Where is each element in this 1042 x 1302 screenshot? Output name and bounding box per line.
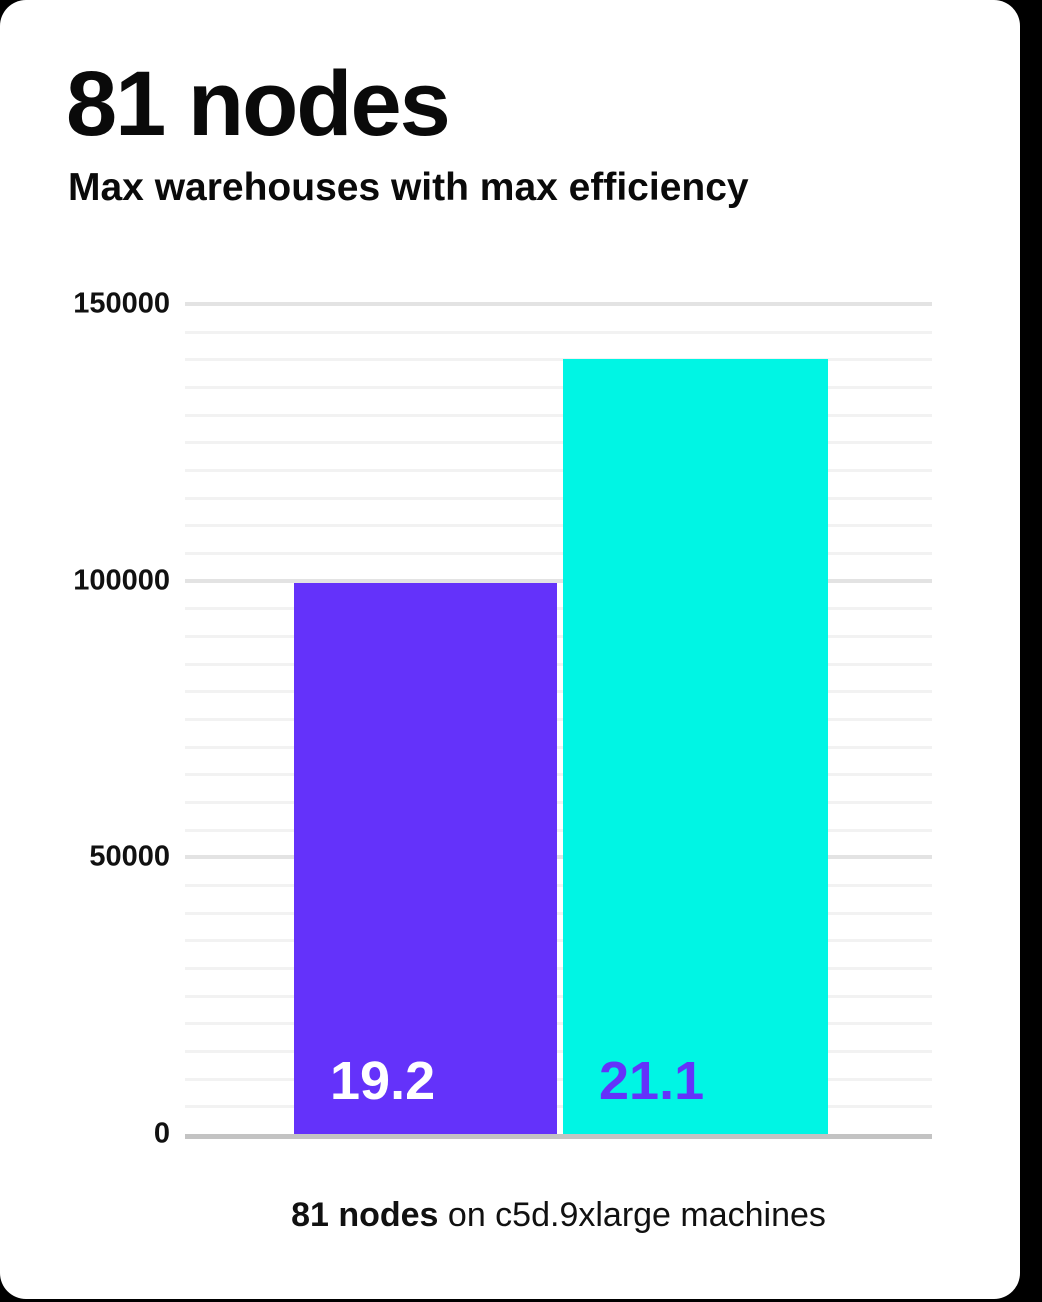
minor-gridline <box>185 911 932 915</box>
minor-gridline <box>185 607 932 611</box>
minor-gridline <box>185 441 932 445</box>
bar-21.1: 21.1 <box>563 359 828 1134</box>
minor-gridline <box>185 801 932 804</box>
minor-gridline <box>185 662 932 666</box>
chart-card: 81 nodes Max warehouses with max efficie… <box>0 0 1020 1299</box>
bar-value-label: 19.2 <box>330 1051 436 1111</box>
major-gridline <box>185 855 932 860</box>
chart-title: 81 nodes <box>66 53 451 155</box>
minor-gridline <box>185 469 932 472</box>
y-tick-label: 50000 <box>89 840 170 873</box>
minor-gridline <box>185 1022 932 1026</box>
minor-gridline <box>185 690 932 694</box>
minor-gridline <box>185 828 932 832</box>
minor-gridline <box>185 1105 932 1109</box>
minor-gridline <box>185 994 932 998</box>
plot-area: 19.2 21.1 <box>185 302 932 1139</box>
minor-gridline <box>185 773 932 777</box>
minor-gridline <box>185 552 932 555</box>
minor-gridline <box>185 330 932 334</box>
bar-19.2: 19.2 <box>294 583 557 1134</box>
minor-gridline <box>185 413 932 417</box>
bar-value-label: 21.1 <box>599 1051 705 1111</box>
caption-highlight: 81 nodes <box>291 1196 439 1234</box>
minor-gridline <box>185 524 932 528</box>
minor-gridline <box>185 884 932 887</box>
minor-gridline <box>185 745 932 749</box>
major-gridline <box>185 578 932 583</box>
y-axis: 150000 100000 50000 0 <box>0 288 170 1150</box>
minor-gridline <box>185 1077 932 1081</box>
y-tick-label: 150000 <box>73 287 170 320</box>
caption-text: on c5d.9xlarge machines <box>438 1196 826 1234</box>
minor-gridline <box>185 386 932 389</box>
minor-gridline <box>185 939 932 943</box>
minor-gridline <box>185 967 932 970</box>
major-gridline <box>185 302 932 306</box>
chart-caption: 81 nodes on c5d.9xlarge machines <box>185 1196 932 1235</box>
minor-gridline <box>185 718 932 721</box>
chart-subtitle: Max warehouses with max efficiency <box>68 166 749 209</box>
minor-gridline <box>185 496 932 500</box>
y-tick-label: 100000 <box>73 564 170 597</box>
minor-gridline <box>185 1050 932 1053</box>
minor-gridline <box>185 635 932 638</box>
minor-gridline <box>185 358 932 362</box>
y-tick-label: 0 <box>153 1117 170 1150</box>
